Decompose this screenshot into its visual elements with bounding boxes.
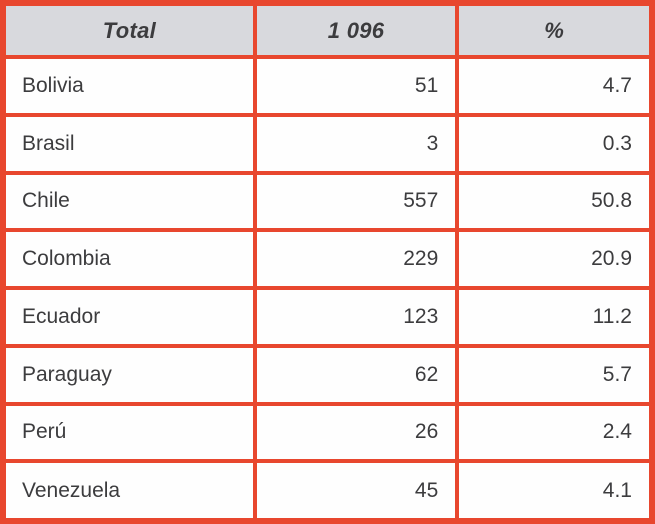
percent-cell: 11.2	[455, 286, 654, 348]
count-cell: 45	[252, 459, 460, 523]
count-cell: 3	[252, 112, 460, 175]
country-cell: Perú	[1, 401, 257, 464]
country-cell: Colombia	[1, 228, 257, 290]
percent-cell: 2.4	[455, 401, 654, 464]
percent-cell: 50.8	[455, 170, 654, 233]
header-cell-percent: %	[455, 1, 654, 59]
country-cell: Paraguay	[1, 343, 257, 406]
table-row: Perú 26 2.4	[1, 401, 654, 464]
table-row: Ecuador 123 11.2	[1, 286, 654, 348]
table-row: Venezuela 45 4.1	[1, 459, 654, 523]
percent-cell: 4.7	[455, 55, 654, 117]
header-cell-count: 1 096	[252, 1, 460, 59]
country-cell: Brasil	[1, 112, 257, 175]
count-cell: 51	[252, 55, 460, 117]
country-cell: Venezuela	[1, 459, 257, 523]
table-row: Bolivia 51 4.7	[1, 55, 654, 117]
percent-cell: 5.7	[455, 343, 654, 406]
percent-cell: 0.3	[455, 112, 654, 175]
count-cell: 229	[252, 228, 460, 290]
percent-cell: 4.1	[455, 459, 654, 523]
count-cell: 123	[252, 286, 460, 348]
table-row: Colombia 229 20.9	[1, 228, 654, 290]
header-row: Total 1 096 %	[1, 1, 654, 59]
count-cell: 62	[252, 343, 460, 406]
count-cell: 557	[252, 170, 460, 233]
table-row: Brasil 3 0.3	[1, 112, 654, 175]
table-body: Bolivia 51 4.7 Brasil 3 0.3 Chile 557 50…	[1, 55, 654, 523]
header-cell-total: Total	[1, 1, 257, 59]
country-cell: Bolivia	[1, 55, 257, 117]
table-row: Chile 557 50.8	[1, 170, 654, 233]
table-row: Paraguay 62 5.7	[1, 343, 654, 406]
country-cell: Ecuador	[1, 286, 257, 348]
count-cell: 26	[252, 401, 460, 464]
country-cell: Chile	[1, 170, 257, 233]
percent-cell: 20.9	[455, 228, 654, 290]
